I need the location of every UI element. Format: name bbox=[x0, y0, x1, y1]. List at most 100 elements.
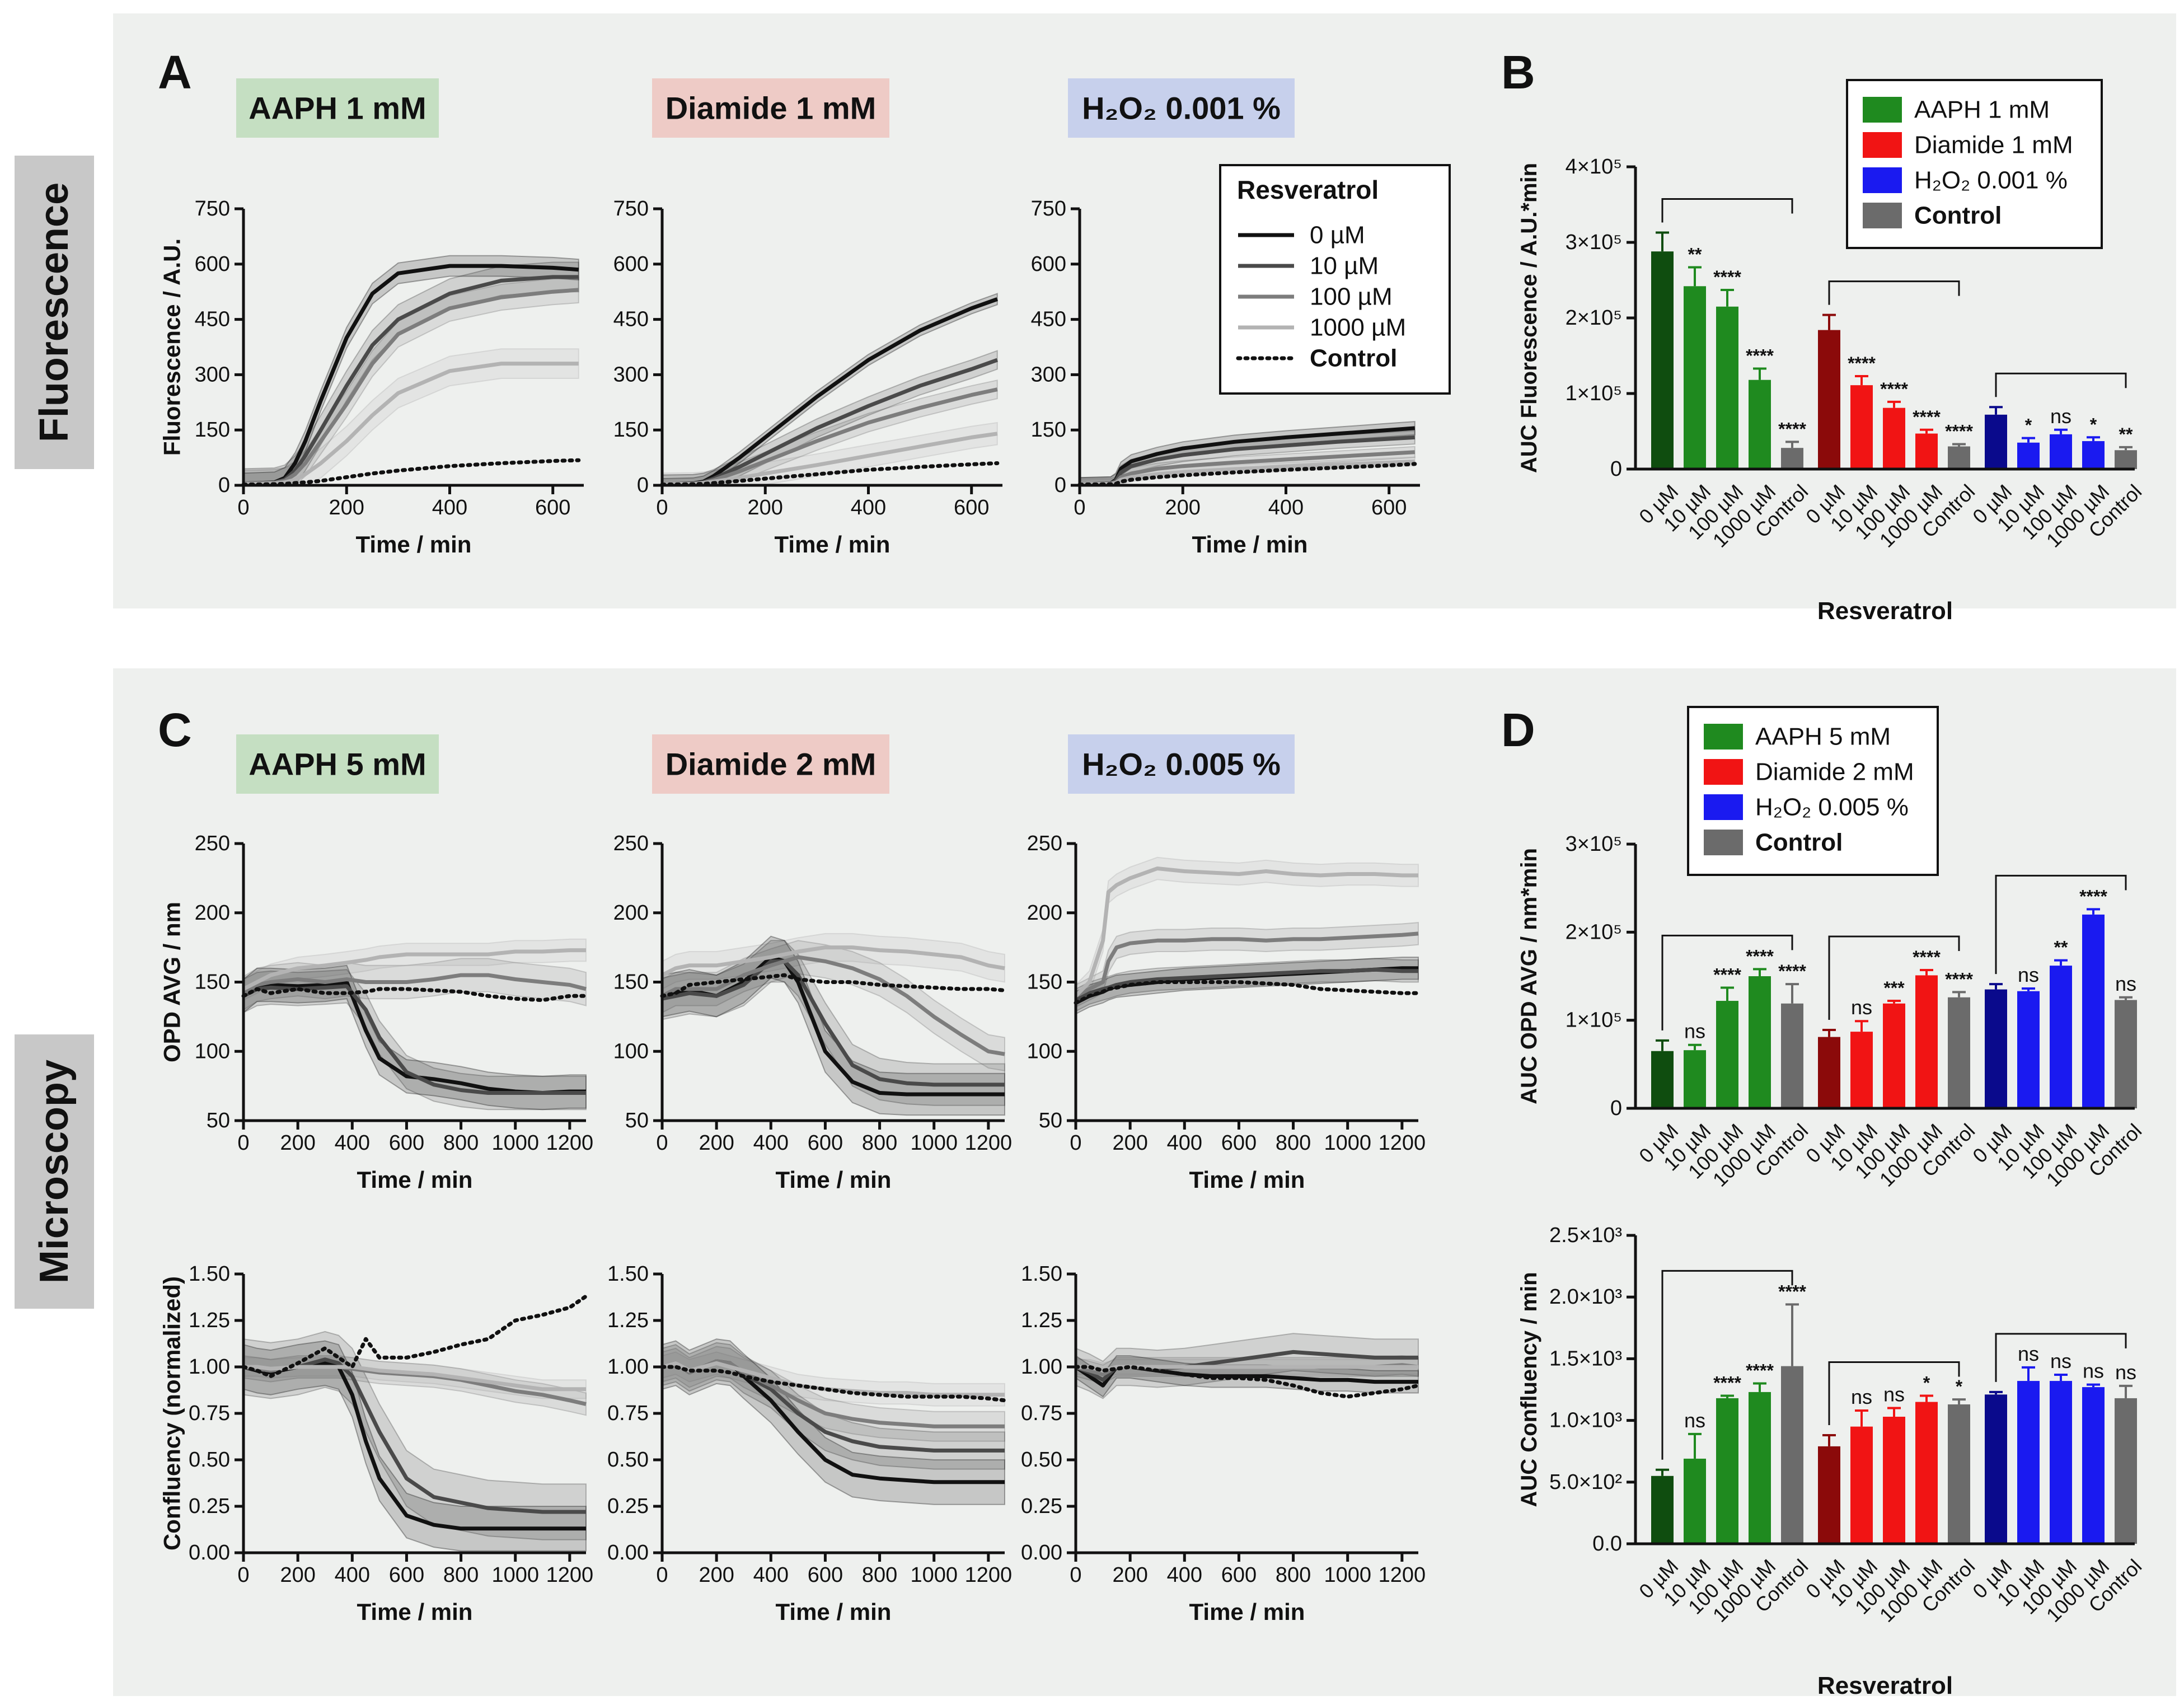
tag-label-c-h-o-0-005: H₂O₂ 0.005 % bbox=[1082, 747, 1281, 782]
bar-d2-diamide-2-mm-10-m bbox=[1850, 1426, 1873, 1544]
y-tick-label-c1: 50 bbox=[207, 1109, 230, 1132]
legend-b-swatch-diamide-1-mm bbox=[1863, 132, 1902, 158]
chart-a3: 0 150 300 450 600 750 0 200 400 600 Time / min bbox=[1031, 197, 1420, 558]
tag-box-a-aaph-1-mm bbox=[236, 78, 439, 138]
bar-d2-aaph-5-mm-10-m bbox=[1684, 1458, 1706, 1544]
x-axis-label-a2: Time / min bbox=[775, 531, 891, 558]
y-tick-label-c6: 0.75 bbox=[1021, 1402, 1062, 1425]
line-legend-box bbox=[1219, 164, 1451, 395]
x-tick-label-c6: 200 bbox=[1112, 1563, 1147, 1587]
y-tick-label-c3: 50 bbox=[1039, 1109, 1062, 1132]
x-tick-label-c4: 600 bbox=[389, 1563, 424, 1587]
y-tick-label-c4: 0.25 bbox=[189, 1495, 230, 1518]
y-tick-label-c4: 0.50 bbox=[189, 1448, 230, 1472]
significance-d2-diamide-2-mm-100-m: ns bbox=[1883, 1383, 1905, 1406]
significance-d1-aaph-5-mm-control: **** bbox=[1778, 961, 1806, 981]
bar-d1-aaph-5-mm-10-m bbox=[1684, 1050, 1706, 1108]
significance-d1-h-o-0-005-10-m: ns bbox=[2018, 963, 2039, 986]
legend-d-swatch-aaph-5-mm bbox=[1704, 724, 1743, 750]
bar-d1-aaph-5-mm-control bbox=[1781, 1003, 1803, 1108]
x-tick-label-a2: 600 bbox=[954, 496, 989, 519]
series-line-c6-10-m bbox=[1075, 1350, 1418, 1382]
tag-box-c-h-o-0-005 bbox=[1068, 734, 1295, 794]
significance-d2-diamide-2-mm-10-m: ns bbox=[1851, 1385, 1872, 1408]
y-tick-label-c2: 150 bbox=[613, 971, 649, 994]
legend-d-label-aaph-5-mm: AAPH 5 mM bbox=[1755, 723, 1891, 751]
comparison-bracket-d1-h-o-0-005 bbox=[1995, 874, 2127, 975]
row-label-microscopy: Microscopy bbox=[32, 1060, 77, 1284]
y-tick-label-b: 1×10⁵ bbox=[1566, 382, 1622, 405]
tag-box-a-diamide-1-mm bbox=[652, 78, 889, 138]
bar-b-diamide-1-mm-1000-m bbox=[1915, 433, 1938, 469]
significance-b-h-o-0-001-100-m: ns bbox=[2050, 405, 2071, 428]
bar-d2-diamide-2-mm-0-m bbox=[1818, 1446, 1840, 1544]
x-axis-label-c1: Time / min bbox=[357, 1167, 473, 1193]
y-tick-label-a2: 0 bbox=[637, 474, 649, 497]
significance-d2-h-o-0-005-1000-m: ns bbox=[2083, 1360, 2104, 1383]
significance-d2-h-o-0-005-100-m: ns bbox=[2050, 1350, 2071, 1373]
y-tick-label-d2: 1.5×10³ bbox=[1549, 1347, 1622, 1370]
y-tick-label-b: 2×10⁵ bbox=[1566, 306, 1622, 330]
bar-d2-aaph-5-mm-0-m bbox=[1651, 1476, 1674, 1544]
y-tick-label-a3: 600 bbox=[1031, 252, 1066, 276]
significance-d2-h-o-0-005-control: ns bbox=[2115, 1361, 2136, 1384]
bar-d1-h-o-0-005-1000-m bbox=[2082, 914, 2105, 1108]
x-axis-label-a3: Time / min bbox=[1192, 531, 1308, 558]
chart-c4: 0.00 0.25 0.50 0.75 1.00 1.25 1.50 0 200 400 600 80… bbox=[159, 1262, 594, 1625]
bar-d2-h-o-0-005-1000-m bbox=[2082, 1387, 2105, 1544]
y-tick-label-d1: 1×10⁵ bbox=[1566, 1009, 1622, 1032]
significance-d1-diamide-2-mm-control: **** bbox=[1945, 969, 1973, 989]
x-tick-label-c1: 0 bbox=[237, 1131, 249, 1155]
x-tick-label-a2: 400 bbox=[851, 496, 886, 519]
significance-d1-aaph-5-mm-100-m: **** bbox=[1713, 964, 1741, 985]
x-tick-label-c5: 200 bbox=[699, 1563, 734, 1587]
x-tick-label-c1: 1000 bbox=[491, 1131, 539, 1155]
y-tick-label-c2: 250 bbox=[613, 832, 649, 855]
significance-b-diamide-1-mm-control: **** bbox=[1945, 421, 1973, 441]
significance-b-aaph-1-mm-100-m: **** bbox=[1713, 267, 1741, 287]
x-tick-label-c3: 200 bbox=[1112, 1131, 1147, 1155]
y-tick-label-b: 4×10⁵ bbox=[1566, 155, 1622, 179]
y-tick-label-b: 0 bbox=[1610, 457, 1622, 481]
y-tick-label-c5: 1.00 bbox=[607, 1355, 649, 1379]
series-line-c1-1000-m bbox=[242, 948, 586, 991]
bar-b-aaph-1-mm-0-m bbox=[1651, 251, 1674, 469]
bar-d1-diamide-2-mm-1000-m bbox=[1915, 975, 1938, 1108]
treatment-tags: AAPH 1 mM Diamide 1 mM H₂O₂ 0.001 % AAPH 5 … bbox=[236, 78, 1295, 794]
bar-d2-aaph-5-mm-1000-m bbox=[1749, 1392, 1771, 1544]
y-tick-label-a1: 450 bbox=[195, 308, 230, 331]
panel-label-c: C bbox=[158, 704, 192, 756]
chart-c6: 0.00 0.25 0.50 0.75 1.00 1.25 1.50 0 200 400 600 80… bbox=[1021, 1262, 1426, 1625]
x-tick-label-a3: 600 bbox=[1371, 496, 1407, 519]
comparison-bracket-d1-diamide-2-mm bbox=[1828, 935, 1960, 1020]
bar-b-h-o-0-001-100-m bbox=[2050, 434, 2072, 469]
panel-label-a: A bbox=[158, 46, 192, 99]
significance-b-h-o-0-001-1000-m: * bbox=[2090, 414, 2097, 434]
y-tick-label-a1: 0 bbox=[218, 474, 230, 497]
comparison-bracket-d2-h-o-0-005 bbox=[1995, 1333, 2127, 1382]
y-tick-label-d2: 5.0×10² bbox=[1549, 1470, 1622, 1494]
tag-box-c-diamide-2-mm bbox=[652, 734, 889, 794]
significance-d2-h-o-0-005-10-m: ns bbox=[2018, 1342, 2039, 1365]
x-axis-label-c2: Time / min bbox=[776, 1167, 892, 1193]
significance-d1-h-o-0-005-1000-m: **** bbox=[2079, 886, 2107, 906]
y-tick-label-c3: 100 bbox=[1027, 1039, 1062, 1063]
x-tick-label-c2: 1200 bbox=[965, 1131, 1013, 1155]
bar-d1-diamide-2-mm-100-m bbox=[1883, 1003, 1905, 1108]
legend-b-label-diamide-1-mm: Diamide 1 mM bbox=[1914, 132, 2073, 159]
charts: 0 150 300 450 600 750 0 200 400 600 Time / min Fluo… bbox=[159, 155, 2146, 1699]
y-axis-label-b: AUC Fluorescence / A.U.*min bbox=[1517, 163, 1541, 473]
y-tick-label-d1: 0 bbox=[1610, 1097, 1622, 1120]
y-tick-label-c5: 0.25 bbox=[607, 1495, 649, 1518]
y-tick-label-a3: 150 bbox=[1031, 418, 1066, 442]
x-tick-label-c1: 1200 bbox=[546, 1131, 594, 1155]
x-axis-label-d2: Resveratrol bbox=[1817, 1672, 1953, 1699]
bar-d2-aaph-5-mm-control bbox=[1781, 1366, 1803, 1544]
bar-d2-h-o-0-005-0-m bbox=[1985, 1394, 2007, 1544]
x-tick-label-c1: 800 bbox=[443, 1131, 479, 1155]
x-tick-label-c5: 1200 bbox=[965, 1563, 1013, 1587]
x-tick-label-c5: 600 bbox=[808, 1563, 843, 1587]
y-tick-label-a2: 300 bbox=[613, 363, 649, 386]
y-tick-label-b: 3×10⁵ bbox=[1566, 231, 1622, 254]
